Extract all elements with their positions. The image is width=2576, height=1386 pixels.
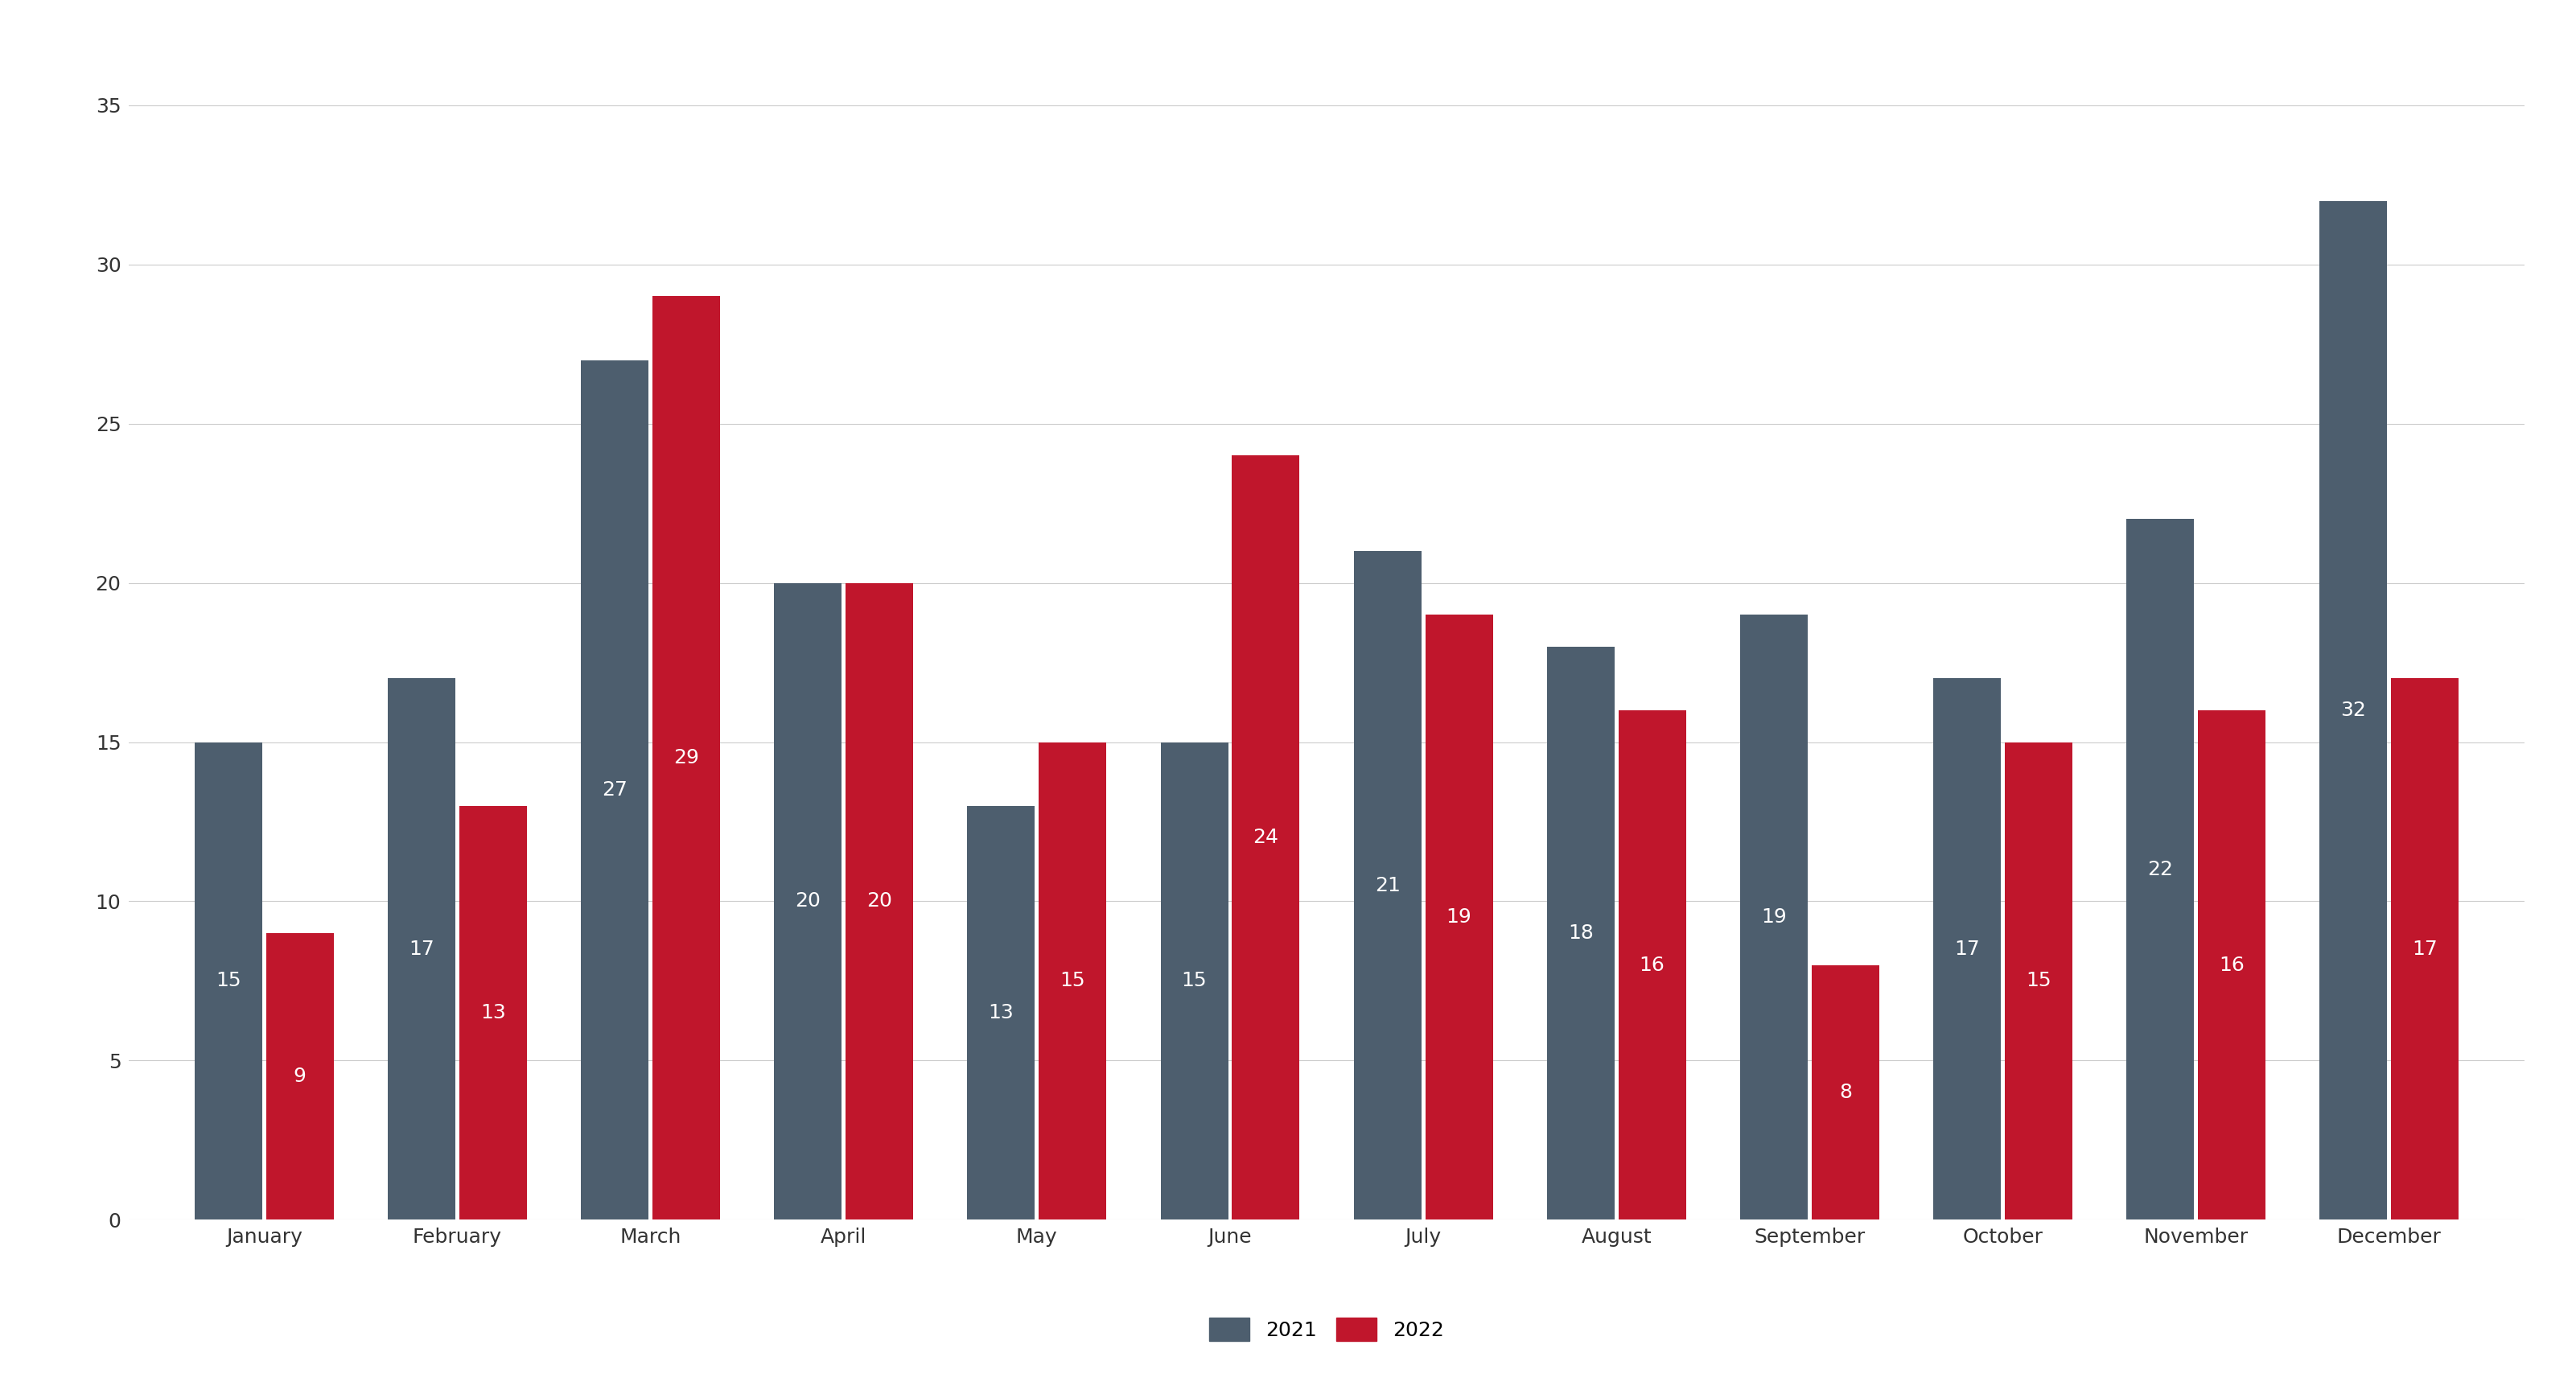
Bar: [1548, 646, 1615, 1220]
Text: 27: 27: [603, 780, 629, 800]
Text: 19: 19: [1762, 908, 1788, 927]
Bar: [1741, 615, 1808, 1220]
Text: 29: 29: [672, 748, 698, 768]
Text: 9: 9: [294, 1067, 307, 1087]
Bar: [1811, 965, 1880, 1220]
Text: 32: 32: [2342, 700, 2367, 719]
Text: 15: 15: [2025, 972, 2050, 991]
Text: 20: 20: [796, 891, 822, 911]
Text: 16: 16: [2218, 955, 2244, 974]
Bar: [1618, 710, 1687, 1220]
Text: 15: 15: [1182, 972, 1208, 991]
Text: 17: 17: [2411, 940, 2437, 959]
Text: 15: 15: [1059, 972, 1084, 991]
Bar: [582, 360, 649, 1220]
Bar: [1425, 615, 1494, 1220]
Bar: [196, 742, 263, 1220]
Bar: [1162, 742, 1229, 1220]
Bar: [775, 584, 842, 1220]
Text: 15: 15: [216, 972, 242, 991]
Text: 22: 22: [2148, 859, 2174, 879]
Bar: [2197, 710, 2267, 1220]
Bar: [845, 584, 914, 1220]
Text: 24: 24: [1252, 827, 1278, 847]
Text: 20: 20: [866, 891, 891, 911]
Text: 8: 8: [1839, 1082, 1852, 1102]
Bar: [1935, 678, 2002, 1220]
Bar: [2128, 520, 2195, 1220]
Bar: [969, 805, 1036, 1220]
Legend: 2021, 2022: 2021, 2022: [1198, 1307, 1455, 1351]
Text: 16: 16: [1638, 955, 1664, 974]
Bar: [1355, 552, 1422, 1220]
Text: 13: 13: [479, 1003, 505, 1023]
Text: 17: 17: [1955, 940, 1981, 959]
Text: 19: 19: [1445, 908, 1471, 927]
Text: 21: 21: [1376, 876, 1401, 895]
Bar: [652, 297, 721, 1220]
Text: 17: 17: [410, 940, 435, 959]
Bar: [389, 678, 456, 1220]
Text: 18: 18: [1569, 923, 1595, 942]
Bar: [2004, 742, 2074, 1220]
Bar: [459, 805, 528, 1220]
Bar: [2391, 678, 2460, 1220]
Bar: [265, 933, 335, 1220]
Text: 13: 13: [989, 1003, 1015, 1023]
Bar: [1231, 456, 1301, 1220]
Bar: [2321, 201, 2388, 1220]
Bar: [1038, 742, 1108, 1220]
